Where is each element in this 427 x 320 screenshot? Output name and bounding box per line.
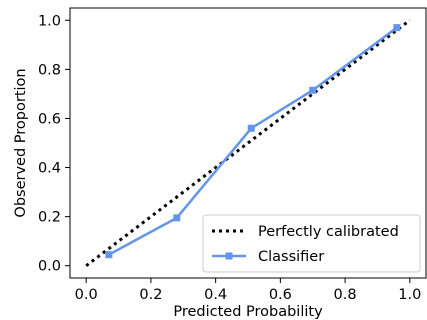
y-axis-ticks: 0.0 0.2 0.4 0.6 0.8 1.0 — [38, 13, 70, 275]
y-tick-label: 0.0 — [38, 259, 61, 275]
legend-label-perfect: Perfectly calibrated — [258, 224, 399, 240]
y-tick-label: 0.8 — [38, 62, 61, 78]
perfectly-calibrated-line — [85, 19, 411, 267]
y-axis-label: Observed Proportion — [13, 68, 29, 217]
x-tick-label: 0.8 — [334, 287, 357, 303]
y-tick-label: 0.4 — [38, 161, 61, 177]
y-tick-label: 0.2 — [38, 210, 61, 226]
legend-box — [202, 214, 421, 273]
x-tick-label: 0.2 — [139, 287, 162, 303]
x-axis-label: Predicted Probability — [173, 304, 323, 320]
classifier-point — [309, 86, 317, 94]
y-tick-label: 0.6 — [38, 111, 61, 127]
classifier-point — [173, 214, 181, 222]
x-axis-ticks: 0.0 0.2 0.4 0.6 0.8 1.0 — [75, 278, 421, 303]
legend: Perfectly calibrated Classifier — [202, 214, 421, 273]
x-tick-label: 0.4 — [204, 287, 227, 303]
x-tick-label: 1.0 — [398, 287, 421, 303]
x-tick-label: 0.6 — [269, 287, 292, 303]
classifier-point — [393, 24, 401, 32]
legend-label-classifier: Classifier — [258, 249, 324, 265]
series-layer — [85, 19, 411, 267]
classifier-point — [105, 251, 113, 259]
classifier-point — [247, 124, 255, 132]
x-tick-label: 0.0 — [75, 287, 98, 303]
y-tick-label: 1.0 — [38, 13, 61, 29]
legend-marker-classifier — [225, 252, 233, 260]
